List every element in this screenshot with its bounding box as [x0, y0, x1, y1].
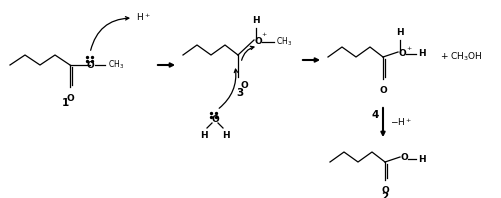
Text: O: O — [86, 61, 94, 69]
Text: H: H — [222, 131, 230, 140]
Text: O: O — [399, 49, 407, 57]
Text: 1: 1 — [62, 98, 69, 108]
Text: + CH$_3$OH: + CH$_3$OH — [440, 51, 483, 63]
Text: $-$H$^+$: $-$H$^+$ — [390, 116, 412, 128]
Text: CH$_3$: CH$_3$ — [108, 59, 124, 71]
Text: H: H — [396, 28, 404, 37]
Text: +: + — [406, 46, 411, 50]
Text: O: O — [379, 86, 387, 95]
Text: O: O — [255, 36, 263, 46]
Text: +: + — [261, 32, 266, 37]
Text: O: O — [401, 153, 409, 163]
Text: O: O — [381, 186, 389, 195]
Text: 2: 2 — [381, 192, 389, 198]
Text: H$^+$: H$^+$ — [136, 11, 151, 23]
Text: H: H — [200, 131, 208, 140]
Text: H: H — [418, 50, 426, 58]
Text: CH$_3$: CH$_3$ — [276, 36, 292, 48]
Text: 3: 3 — [236, 88, 243, 98]
Text: O: O — [211, 115, 219, 125]
Text: O: O — [66, 94, 74, 103]
Text: H: H — [252, 16, 260, 25]
Text: 4: 4 — [371, 110, 379, 120]
Text: H: H — [418, 154, 426, 164]
Text: O: O — [241, 81, 249, 90]
